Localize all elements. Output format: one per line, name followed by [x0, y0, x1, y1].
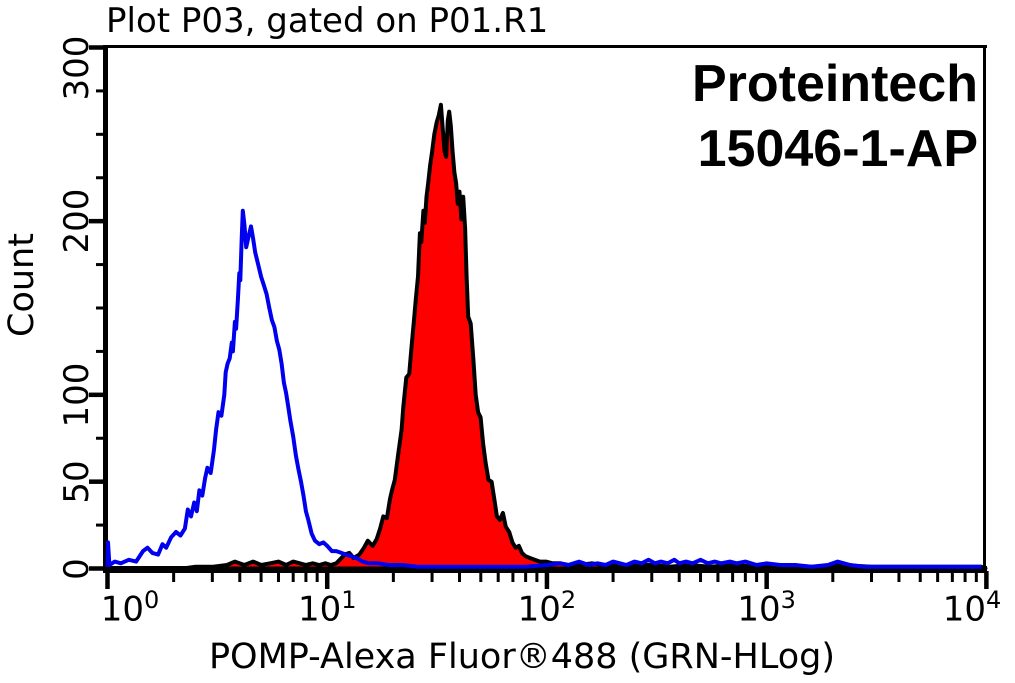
vendor-annotation: Proteintech 15046-1-AP	[692, 52, 978, 182]
x-tick-label: 100	[100, 586, 160, 630]
y-tick-label: 50	[57, 460, 97, 504]
x-tick-label: 101	[297, 586, 357, 630]
y-tick-label: 300	[57, 35, 97, 101]
plot-border-right	[983, 45, 986, 573]
plot-title: Plot P03, gated on P01.R1	[106, 1, 549, 41]
y-axis-line	[103, 46, 108, 573]
plot-border-top	[103, 45, 987, 48]
x-tick-label: 102	[517, 586, 577, 630]
y-tick-label: 0	[57, 557, 97, 580]
x-axis-label: POMP-Alexa Fluor®488 (GRN-HLog)	[208, 637, 836, 677]
y-axis-label: Count	[2, 233, 42, 337]
histogram-curves	[105, 102, 988, 571]
axis-ticks	[89, 45, 989, 589]
x-tick-label: 103	[737, 586, 796, 630]
x-tick-label: 104	[942, 586, 1002, 630]
catalog-number: 15046-1-AP	[697, 120, 978, 178]
y-tick-label: 100	[57, 362, 97, 428]
vendor-name: Proteintech	[691, 55, 978, 113]
y-tick-label: 200	[57, 188, 97, 254]
blue-histogram-curve	[105, 208, 982, 569]
